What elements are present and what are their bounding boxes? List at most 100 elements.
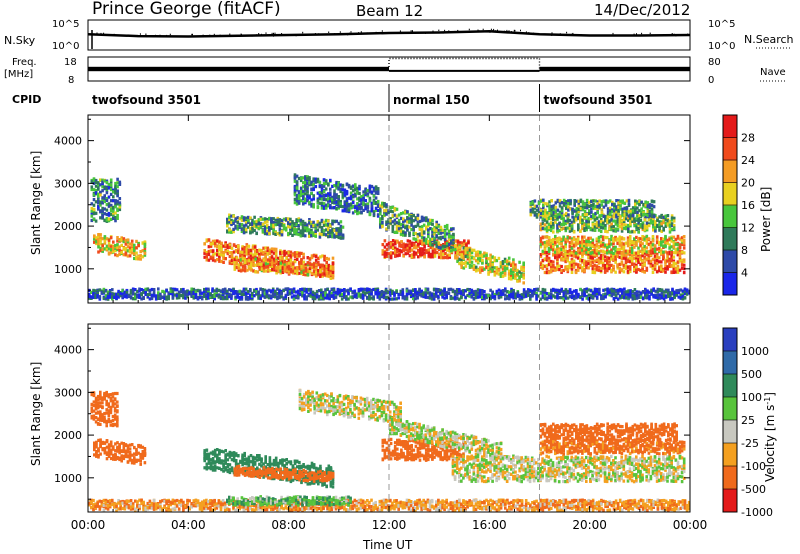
echo-cell (678, 249, 682, 254)
echo-cell (554, 211, 558, 215)
echo-cell (585, 198, 589, 202)
echo-cell (228, 230, 231, 234)
echo-cell (577, 226, 580, 230)
echo-cell (641, 254, 644, 258)
echo-cell (143, 240, 147, 244)
echo-cell (549, 259, 553, 264)
echo-cell (558, 214, 562, 219)
echo-cell (235, 262, 239, 266)
nsearch-point (192, 33, 193, 36)
echo-cell (670, 270, 673, 274)
echo-cell (564, 265, 567, 269)
echo-cell (335, 182, 338, 186)
echo-cell (233, 261, 237, 265)
echo-cell (394, 253, 397, 257)
echo-cell (600, 208, 604, 212)
echo-cell (287, 261, 291, 265)
echo-cell (351, 195, 355, 199)
echo-cell (385, 220, 388, 224)
echo-cell (391, 224, 395, 229)
echo-cell (272, 229, 275, 233)
echo-cell (374, 185, 378, 189)
echo-cell (447, 234, 451, 239)
echo-cell (547, 271, 551, 275)
echo-cell (639, 242, 642, 247)
echo-cell (628, 260, 632, 264)
echo-cell (354, 183, 357, 187)
echo-cell (647, 254, 651, 258)
echo-cell (614, 227, 618, 231)
echo-cell (216, 248, 219, 252)
echo-cell (579, 266, 582, 270)
echo-cell (595, 237, 599, 241)
echo-cell (112, 249, 115, 253)
echo-cell (279, 261, 283, 265)
echo-cell (297, 227, 301, 231)
echo-cell (629, 230, 632, 234)
echo-cell (465, 245, 468, 249)
nsearch-point (219, 34, 221, 37)
echo-cell (548, 200, 551, 204)
echo-cell (546, 211, 549, 215)
echo-cell (299, 234, 303, 238)
echo-cell (550, 199, 553, 203)
echo-cell (137, 241, 140, 246)
echo-cell (291, 227, 294, 231)
echo-cell (289, 225, 292, 229)
echo-cell (237, 264, 241, 268)
echo-cell (408, 254, 412, 258)
echo-cell (635, 235, 638, 239)
echo-cell (228, 261, 232, 265)
echo-cell (421, 239, 424, 243)
echo-cell (287, 253, 291, 258)
echo-cell (222, 256, 225, 261)
echo-cell (135, 246, 138, 250)
nsearch-point (687, 33, 689, 35)
echo-cell (564, 267, 567, 271)
echo-cell (295, 202, 299, 206)
echo-cell (258, 253, 261, 257)
nsearch-point (229, 33, 231, 35)
echo-cell (564, 219, 568, 223)
echo-cell (537, 210, 541, 214)
echo-cell (287, 264, 291, 268)
echo-cell (448, 246, 451, 250)
echo-cell (319, 268, 322, 272)
echo-cell (668, 224, 672, 228)
echo-cell (670, 239, 673, 243)
echo-cell (585, 243, 588, 247)
echo-cell (283, 249, 286, 253)
echo-cell (116, 177, 119, 181)
echo-cell (572, 237, 576, 242)
echo-cell (120, 236, 123, 240)
echo-cell (433, 236, 436, 240)
echo-cell (272, 257, 276, 261)
echo-cell (112, 214, 115, 218)
echo-cell (501, 260, 505, 264)
echo-cell (320, 189, 324, 193)
echo-cell (203, 255, 206, 259)
echo-cell (594, 199, 597, 203)
echo-cell (383, 239, 387, 243)
echo-cell (564, 257, 567, 261)
echo-cell (574, 255, 578, 259)
echo-cell (481, 253, 484, 257)
echo-cell (114, 205, 117, 209)
echo-cell (562, 213, 566, 217)
echo-cell (616, 247, 619, 252)
echo-cell (295, 194, 299, 198)
echo-cell (379, 225, 382, 229)
echo-cell (103, 196, 106, 200)
echo-cell (397, 219, 401, 223)
echo-cell (396, 247, 399, 251)
echo-cell (556, 229, 559, 233)
echo-cell (680, 261, 684, 265)
echo-cell (262, 266, 266, 270)
echo-cell (651, 239, 655, 243)
echo-cell (612, 268, 615, 272)
echo-cell (211, 258, 215, 262)
echo-cell (568, 236, 572, 240)
echo-cell (302, 192, 305, 196)
echo-cell (331, 234, 334, 239)
echo-cell (236, 224, 240, 228)
